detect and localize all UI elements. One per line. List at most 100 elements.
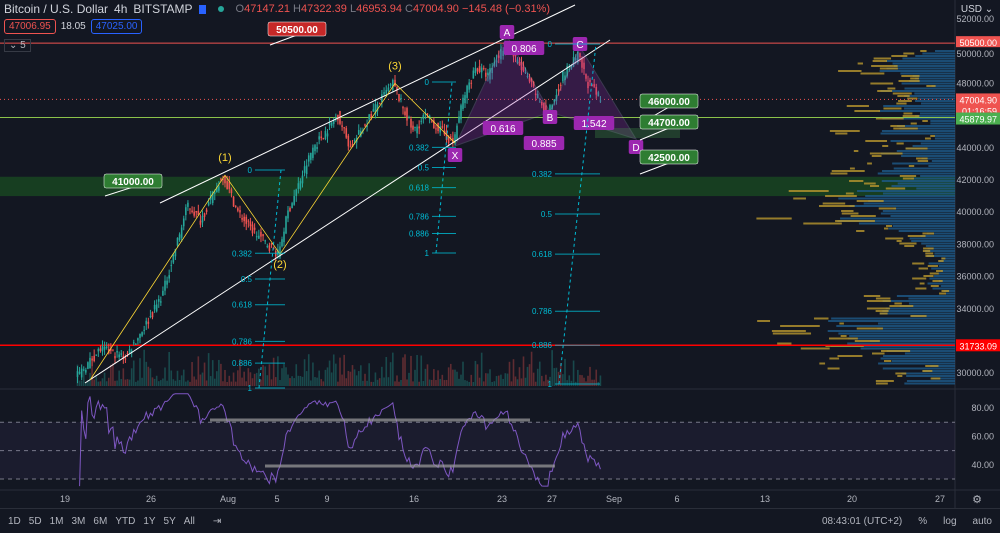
callout-46000-bg <box>639 93 699 109</box>
goto-date-icon[interactable]: ⇥ <box>212 515 222 527</box>
volume-bar <box>264 366 266 386</box>
range-ytd[interactable]: YTD <box>115 515 136 527</box>
range-1m[interactable]: 1M <box>49 515 64 527</box>
volume-bar <box>316 377 318 386</box>
candle-body <box>538 101 541 103</box>
volume-profile-bar <box>941 257 955 260</box>
percent-toggle[interactable]: % <box>918 515 928 527</box>
volume-profile-bar <box>883 227 889 230</box>
candle-body <box>149 316 152 318</box>
candle-body <box>97 349 100 352</box>
range-6m[interactable]: 6M <box>93 515 108 527</box>
range-1y[interactable]: 1Y <box>143 515 156 527</box>
volume-bar <box>97 381 100 386</box>
volume-profile-bar <box>886 350 955 352</box>
volume-bar <box>599 375 602 386</box>
wave-label: (1) <box>218 152 231 164</box>
candle-body <box>412 125 414 130</box>
volume-bar <box>430 379 433 386</box>
candle-body <box>85 370 87 373</box>
volume-bar <box>114 380 116 386</box>
volume-profile-bar <box>854 340 880 342</box>
volume-bar <box>197 356 200 386</box>
volume-profile-bar <box>903 52 915 55</box>
auto-toggle[interactable]: auto <box>972 515 992 527</box>
range-all[interactable]: All <box>183 515 195 527</box>
candle-body <box>372 109 375 112</box>
volume-bar <box>497 375 500 386</box>
symbol-title[interactable]: Bitcoin / U.S. Dollar <box>4 2 109 16</box>
interval[interactable]: 4h <box>114 2 128 16</box>
candle-body <box>472 70 475 79</box>
candle-body <box>185 207 187 216</box>
volume-profile-bar <box>819 362 826 365</box>
volume-profile-bar <box>904 352 955 355</box>
last-price-label: 47004.90 <box>959 95 997 105</box>
volume-bar <box>532 372 535 386</box>
buy-button[interactable]: 47025.00 <box>90 19 143 34</box>
volume-profile-bar <box>893 127 918 130</box>
volume-bar <box>78 380 81 386</box>
volume-profile-bar <box>920 142 955 145</box>
price-tick: 40000.00 <box>956 207 994 217</box>
volume-bar <box>362 380 364 386</box>
range-1d[interactable]: 1D <box>8 515 21 527</box>
volume-profile-bar <box>771 330 806 332</box>
candle-body <box>207 202 210 206</box>
log-toggle[interactable]: log <box>943 515 957 527</box>
volume-bar <box>299 375 302 386</box>
volume-profile-bar <box>777 342 792 345</box>
volume-bar <box>149 368 152 386</box>
volume-bar <box>547 379 549 386</box>
volume-bar <box>339 357 341 386</box>
indicators-toggle[interactable]: ⌄ 5 <box>4 39 31 52</box>
volume-profile-bar <box>846 105 869 107</box>
range-3m[interactable]: 3M <box>71 515 86 527</box>
volume-profile-bar <box>891 55 908 57</box>
volume-bar <box>581 375 583 386</box>
volume-profile-bar <box>930 377 941 380</box>
candle-body <box>428 115 431 119</box>
volume-profile-bar <box>939 260 955 262</box>
volume-profile-bar <box>940 285 955 287</box>
candle-body <box>226 181 228 190</box>
clock: 08:43:01 (UTC+2) <box>821 515 903 527</box>
volume-profile-bar <box>910 122 917 125</box>
volume-bar <box>428 379 431 386</box>
volume-bar <box>195 379 198 386</box>
volume-bar <box>274 377 277 386</box>
candle-body <box>574 58 577 61</box>
candle-body <box>487 72 489 76</box>
candle-body <box>285 216 287 234</box>
volume-bar <box>389 362 392 386</box>
volume-bar <box>402 357 404 386</box>
fib-b-label: 0.886 <box>409 230 430 239</box>
volume-profile-bar <box>917 160 929 162</box>
candle-body <box>218 186 220 191</box>
sell-button[interactable]: 47006.95 <box>4 19 56 34</box>
range-5y[interactable]: 5Y <box>163 515 176 527</box>
price-chart[interactable]: (1) (2) (3) X A B C D 0.616 0.806 0.885 1.542 0 0.382… <box>0 0 1000 508</box>
volume-bar <box>135 381 137 386</box>
candle-body <box>103 346 106 350</box>
ratio-abc: 0.806 <box>511 44 536 55</box>
volume-profile-bar <box>878 110 955 112</box>
volume-bar <box>224 369 226 386</box>
volume-bar <box>101 378 104 386</box>
candle-body <box>426 113 429 115</box>
volume-profile-bar <box>929 272 939 275</box>
flag-icon[interactable] <box>198 4 206 14</box>
range-5d[interactable]: 5D <box>28 515 42 527</box>
candle-body <box>264 240 266 242</box>
candle-body <box>145 320 148 325</box>
candle-body <box>253 227 256 230</box>
volume-profile-bar <box>912 277 927 280</box>
volume-profile-bar <box>883 355 955 357</box>
candle-body <box>310 152 312 160</box>
volume-bar <box>178 380 181 386</box>
volume-profile-bar <box>938 260 944 262</box>
price-tick: 34000.00 <box>956 304 994 314</box>
volume-profile-bar <box>927 247 955 250</box>
candle-body <box>366 125 368 127</box>
volume-bar <box>191 362 193 386</box>
